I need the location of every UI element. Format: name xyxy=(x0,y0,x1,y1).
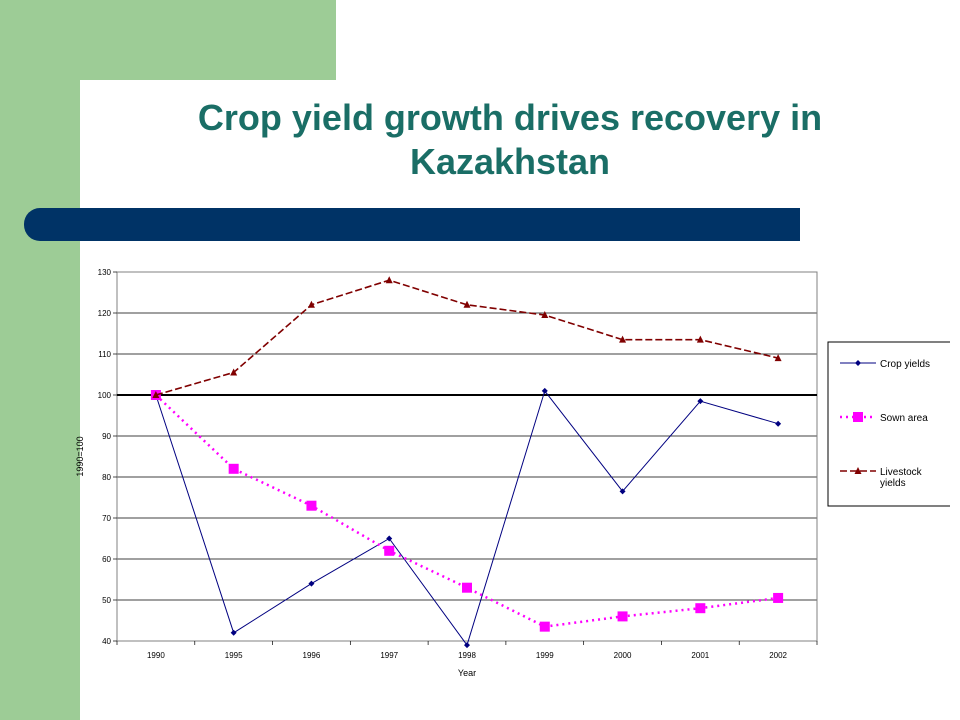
data-point xyxy=(539,621,550,632)
legend-box xyxy=(827,341,950,507)
data-point xyxy=(230,629,237,636)
data-point xyxy=(695,603,706,614)
title-line-2: Kazakhstan xyxy=(409,141,611,182)
legend-swatch-marker xyxy=(855,360,861,366)
left-green-band xyxy=(0,0,80,720)
series-group xyxy=(150,276,784,649)
data-point xyxy=(306,500,317,511)
x-tick-label: 2002 xyxy=(769,651,787,660)
data-point xyxy=(541,387,548,394)
top-green-band xyxy=(0,0,336,80)
x-tick-label: 1990 xyxy=(147,651,165,660)
x-axis-ticks: 1990 1995 1996 1997 1998 1999 2000 2001 2002 xyxy=(116,641,818,660)
series-livestock-yields xyxy=(152,276,782,398)
y-axis-ticks: 40 50 60 70 80 90 100 110 120 130 xyxy=(98,268,117,646)
data-point xyxy=(617,611,628,622)
data-point xyxy=(541,311,549,319)
y-tick-label: 60 xyxy=(102,555,111,564)
series-sown-area xyxy=(150,390,784,632)
x-tick-label: 2001 xyxy=(691,651,709,660)
y-tick-label: 80 xyxy=(102,473,111,482)
x-tick-label: 1997 xyxy=(380,651,398,660)
title-line-1: Crop yield growth drives recovery in xyxy=(197,97,823,138)
data-point xyxy=(697,398,704,405)
title-underline-bar xyxy=(24,208,800,241)
y-tick-label: 50 xyxy=(102,596,111,605)
data-point xyxy=(773,592,784,603)
data-point xyxy=(774,354,782,362)
y-tick-label: 130 xyxy=(98,268,112,277)
data-point xyxy=(619,488,626,495)
legend-swatch-marker xyxy=(853,412,863,422)
x-tick-label: 1999 xyxy=(536,651,554,660)
data-point xyxy=(308,580,315,587)
x-tick-label: 1995 xyxy=(225,651,243,660)
data-point xyxy=(463,300,471,308)
legend-label: yields xyxy=(880,478,906,489)
data-point xyxy=(384,545,395,556)
data-point xyxy=(696,335,704,343)
y-tick-label: 40 xyxy=(102,637,111,646)
y-tick-label: 90 xyxy=(102,432,111,441)
x-tick-label: 1996 xyxy=(303,651,321,660)
x-axis-label: Year xyxy=(458,668,476,678)
slide-title: Crop yield growth drives recovery in Kaz… xyxy=(100,96,920,184)
y-axis-label: 1990=100 xyxy=(75,436,85,476)
legend-label: Crop yields xyxy=(880,359,930,370)
y-tick-label: 100 xyxy=(98,391,112,400)
data-point xyxy=(775,420,782,427)
data-point xyxy=(230,368,238,376)
data-point xyxy=(228,463,239,474)
data-point xyxy=(464,642,470,649)
data-point xyxy=(385,276,393,284)
data-point xyxy=(462,582,472,593)
x-tick-label: 1998 xyxy=(458,651,476,660)
y-tick-label: 70 xyxy=(102,514,111,523)
y-tick-label: 120 xyxy=(98,309,112,318)
y-tick-label: 110 xyxy=(98,350,111,359)
data-point xyxy=(386,535,393,542)
data-point xyxy=(619,335,627,343)
legend-label: Livestock xyxy=(880,467,923,478)
series-line xyxy=(155,279,779,396)
x-tick-label: 2000 xyxy=(614,651,632,660)
legend-label: Sown area xyxy=(880,413,928,424)
data-point xyxy=(307,300,315,308)
plot-area xyxy=(116,271,818,642)
legend-swatch-marker xyxy=(854,467,862,474)
data-point xyxy=(152,391,160,398)
